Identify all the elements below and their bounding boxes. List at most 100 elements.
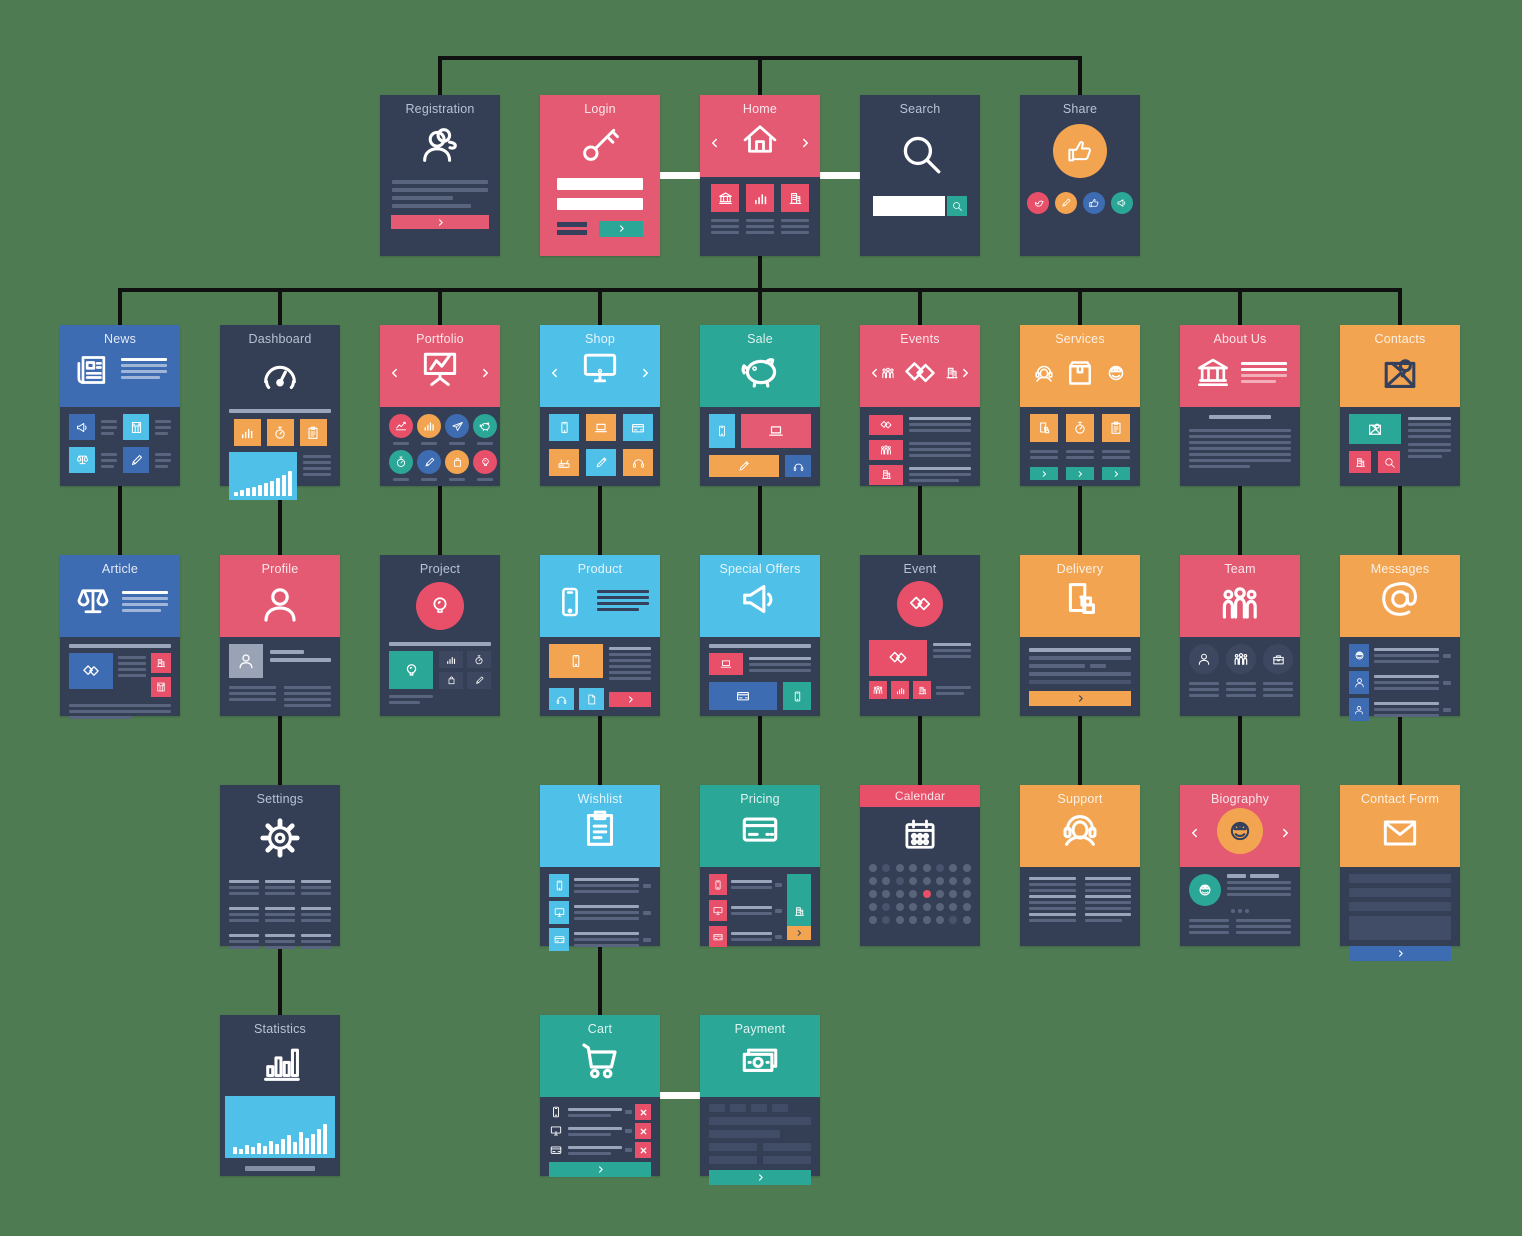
node-special-offers[interactable]: Special Offers xyxy=(700,555,820,716)
page-title: About Us xyxy=(1213,332,1267,346)
node-product[interactable]: Product xyxy=(540,555,660,716)
node-portfolio[interactable]: Portfolio xyxy=(380,325,500,486)
calendar-day-dot xyxy=(909,916,918,924)
text-line xyxy=(574,938,639,941)
node-article[interactable]: Article xyxy=(60,555,180,719)
sale-tile xyxy=(709,455,779,477)
node-calendar[interactable]: Calendar xyxy=(860,785,980,946)
node-contacts[interactable]: Contacts xyxy=(1340,325,1460,486)
text-line xyxy=(1408,455,1443,458)
calendar-day-dot xyxy=(882,903,891,911)
node-delivery[interactable]: Delivery xyxy=(1020,555,1140,716)
calendar-day-dot xyxy=(895,877,904,885)
text-line xyxy=(229,409,331,413)
node-about-us[interactable]: About Us xyxy=(1180,325,1300,486)
name-input xyxy=(1349,874,1451,883)
text-line xyxy=(1189,459,1291,462)
calendar-day-dot xyxy=(935,864,944,872)
calendar-day-grid xyxy=(869,864,971,924)
node-sale[interactable]: Sale xyxy=(700,325,820,486)
text-block xyxy=(122,588,168,615)
node-events[interactable]: Events xyxy=(860,325,980,486)
phone-icon xyxy=(549,1105,563,1119)
calendar-day-dot xyxy=(949,877,958,885)
twitter-share-button xyxy=(1027,192,1049,214)
text-line xyxy=(69,704,171,707)
node-project[interactable]: Project xyxy=(380,555,500,716)
page-title: Messages xyxy=(1370,562,1430,576)
text-line xyxy=(1263,688,1293,691)
node-wishlist[interactable]: Wishlist xyxy=(540,785,660,951)
text-line xyxy=(229,919,259,922)
page-title: Event xyxy=(903,562,937,576)
door-box-icon xyxy=(1036,420,1052,436)
speedometer-icon xyxy=(257,352,303,398)
building-icon xyxy=(944,365,960,381)
item-text xyxy=(568,1124,622,1139)
connector-login-home xyxy=(659,172,701,179)
node-home[interactable]: Home xyxy=(700,95,820,256)
project-tile xyxy=(467,672,491,689)
node-cart[interactable]: Cart xyxy=(540,1015,660,1177)
method-chip xyxy=(772,1104,788,1112)
connector-bus2-services xyxy=(1078,290,1082,326)
calendar-day-dot xyxy=(869,864,877,872)
node-login[interactable]: Login xyxy=(540,95,660,256)
more-button xyxy=(1066,467,1094,480)
node-shop[interactable]: Shop xyxy=(540,325,660,486)
page-title: Team xyxy=(1224,562,1256,576)
node-dashboard[interactable]: Dashboard xyxy=(220,325,340,500)
text-line xyxy=(568,1126,622,1130)
search-icon xyxy=(1383,456,1396,469)
node-statistics[interactable]: Statistics xyxy=(220,1015,340,1176)
chart-bar xyxy=(311,1134,315,1154)
node-event[interactable]: Event xyxy=(860,555,980,716)
chart-bar xyxy=(276,478,280,496)
node-contact-form[interactable]: Contact Form xyxy=(1340,785,1460,961)
text-line xyxy=(101,464,114,468)
node-news[interactable]: News xyxy=(60,325,180,486)
building-icon xyxy=(793,905,806,918)
node-services[interactable]: Services xyxy=(1020,325,1140,486)
node-biography[interactable]: Biography xyxy=(1180,785,1300,946)
node-team[interactable]: Team xyxy=(1180,555,1300,716)
text-line xyxy=(1189,919,1229,922)
chart-bar xyxy=(246,488,250,496)
text-line xyxy=(1084,907,1131,910)
text-line xyxy=(1084,913,1131,916)
portfolio-item xyxy=(417,414,441,445)
news-tile xyxy=(123,447,149,473)
people-icon xyxy=(872,684,884,696)
box-icon xyxy=(1062,355,1098,391)
node-payment[interactable]: Payment xyxy=(700,1015,820,1185)
text-line xyxy=(597,602,649,605)
node-settings[interactable]: Settings xyxy=(220,785,340,949)
node-share[interactable]: Share xyxy=(1020,95,1140,256)
node-search[interactable]: Search xyxy=(860,95,980,256)
event-tile xyxy=(869,414,903,435)
chevron-left-icon xyxy=(1189,827,1201,839)
calendar-day-dot xyxy=(882,890,891,898)
message-textarea xyxy=(1349,916,1451,940)
building-icon xyxy=(155,657,167,669)
text-line xyxy=(155,425,171,429)
headset-person-icon xyxy=(1057,806,1103,852)
bar-chart-icon xyxy=(445,654,457,666)
item-text xyxy=(574,875,639,896)
node-profile[interactable]: Profile xyxy=(220,555,340,716)
calendar-day-dot xyxy=(922,864,931,872)
chevron-right-icon xyxy=(795,929,803,937)
node-messages[interactable]: Messages xyxy=(1340,555,1460,721)
node-support[interactable]: Support xyxy=(1020,785,1140,946)
article-side-tiles xyxy=(151,653,171,697)
node-pricing[interactable]: Pricing xyxy=(700,785,820,947)
text-line xyxy=(121,376,161,379)
node-registration[interactable]: Registration xyxy=(380,95,500,256)
text-line xyxy=(265,940,295,943)
text-block xyxy=(229,877,259,898)
text-line xyxy=(155,458,171,462)
credit-card-icon xyxy=(553,933,566,946)
connector-specialoffers-pricing xyxy=(758,716,762,786)
portfolio-item xyxy=(389,450,413,481)
calendar-day-dot xyxy=(922,916,931,924)
